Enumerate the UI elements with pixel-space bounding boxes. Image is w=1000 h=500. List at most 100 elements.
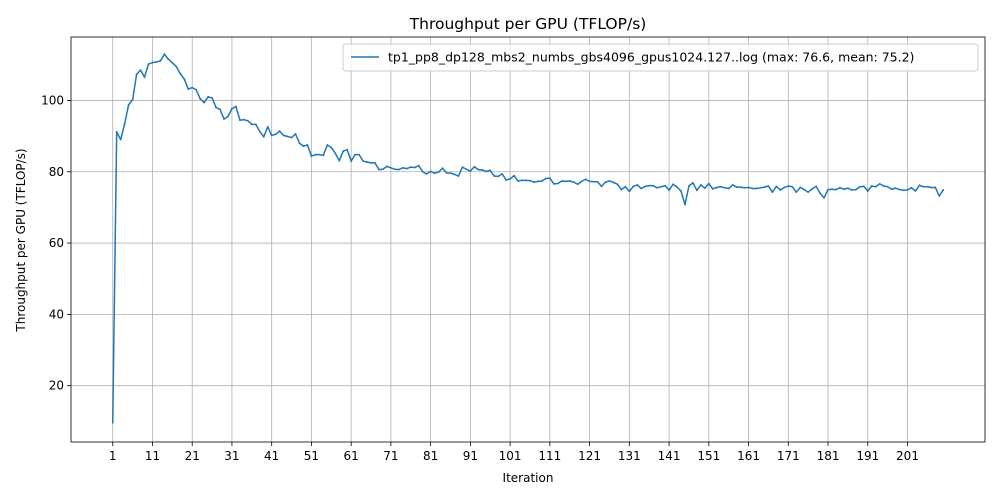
data-point: [640, 187, 643, 190]
data-point: [648, 184, 651, 187]
data-point: [195, 88, 198, 91]
data-point: [235, 105, 237, 108]
data-point: [906, 189, 909, 191]
data-point: [167, 58, 170, 60]
data-point: [509, 177, 512, 180]
data-point: [417, 164, 420, 167]
data-point: [131, 98, 134, 101]
data-point: [715, 186, 718, 189]
data-point: [652, 184, 655, 187]
data-point: [374, 161, 376, 164]
data-point: [866, 190, 869, 192]
data-point: [612, 181, 615, 184]
data-point: [827, 188, 829, 191]
data-point: [850, 189, 853, 191]
data-point: [219, 108, 221, 111]
data-point: [596, 180, 599, 183]
data-point: [878, 182, 881, 185]
data-point: [672, 183, 674, 186]
data-point: [274, 133, 277, 136]
data-point: [592, 180, 595, 183]
x-tick-label: 31: [224, 449, 239, 463]
data-point: [767, 185, 770, 187]
data-point: [537, 180, 539, 183]
data-point: [326, 144, 329, 146]
data-point: [688, 185, 690, 187]
data-point: [763, 186, 766, 188]
data-point: [620, 188, 623, 191]
data-point: [262, 135, 265, 138]
data-point: [215, 106, 217, 109]
data-point: [588, 180, 591, 183]
data-point: [600, 185, 603, 188]
data-point: [175, 65, 178, 68]
data-point: [322, 154, 325, 157]
data-point: [560, 180, 563, 182]
data-point: [127, 103, 130, 106]
data-point: [493, 175, 496, 177]
data-point: [930, 186, 933, 189]
y-tick-label: 20: [49, 379, 64, 393]
data-point: [465, 168, 468, 171]
data-point: [922, 185, 925, 188]
data-point: [429, 170, 432, 173]
data-point: [258, 130, 261, 133]
data-point: [743, 186, 746, 189]
data-point: [533, 181, 535, 184]
data-point: [242, 118, 245, 121]
data-point: [505, 179, 508, 181]
x-tick-label: 131: [618, 449, 641, 463]
data-point: [644, 185, 647, 188]
data-point: [934, 186, 937, 189]
y-axis-title: Throughput per GPU (TFLOP/s): [14, 148, 28, 332]
data-point: [191, 86, 194, 89]
x-tick-label: 191: [856, 449, 879, 463]
data-point: [660, 185, 663, 188]
data-point: [632, 185, 635, 188]
data-point: [783, 186, 786, 189]
data-point: [580, 180, 583, 183]
y-tick-label: 60: [49, 236, 64, 250]
x-tick-label: 1: [109, 449, 117, 463]
data-point: [358, 153, 361, 156]
data-point: [433, 172, 436, 175]
data-point: [147, 63, 150, 65]
data-point: [572, 181, 575, 184]
data-point: [306, 144, 309, 146]
data-point: [497, 175, 500, 178]
data-point: [425, 173, 428, 175]
data-point: [938, 195, 941, 197]
x-tick-label: 21: [185, 449, 200, 463]
data-point: [171, 61, 174, 64]
data-point: [636, 184, 639, 186]
data-point: [390, 166, 392, 169]
data-point: [624, 185, 627, 188]
data-point: [513, 174, 515, 177]
data-point: [294, 133, 297, 135]
chart-title: Throughput per GPU (TFLOP/s): [409, 15, 647, 33]
data-point: [330, 146, 333, 149]
data-point: [529, 179, 531, 182]
data-point: [119, 138, 122, 141]
data-point: [759, 186, 762, 189]
data-point: [473, 165, 476, 168]
data-point: [286, 135, 289, 138]
data-point: [135, 73, 138, 76]
x-tick-label: 51: [304, 449, 319, 463]
data-point: [664, 184, 666, 187]
data-point: [318, 153, 321, 156]
data-point: [397, 168, 400, 171]
x-axis-title: Iteration: [503, 471, 554, 485]
data-point: [354, 153, 357, 156]
legend-box: [342, 43, 979, 72]
data-point: [703, 187, 706, 190]
data-point: [854, 188, 857, 191]
data-point: [270, 134, 273, 137]
data-point: [843, 188, 845, 191]
data-point: [489, 169, 492, 172]
data-point: [246, 119, 249, 122]
data-point: [831, 188, 833, 191]
data-point: [437, 171, 440, 174]
y-tick-label: 40: [49, 307, 64, 321]
data-point: [445, 171, 448, 174]
